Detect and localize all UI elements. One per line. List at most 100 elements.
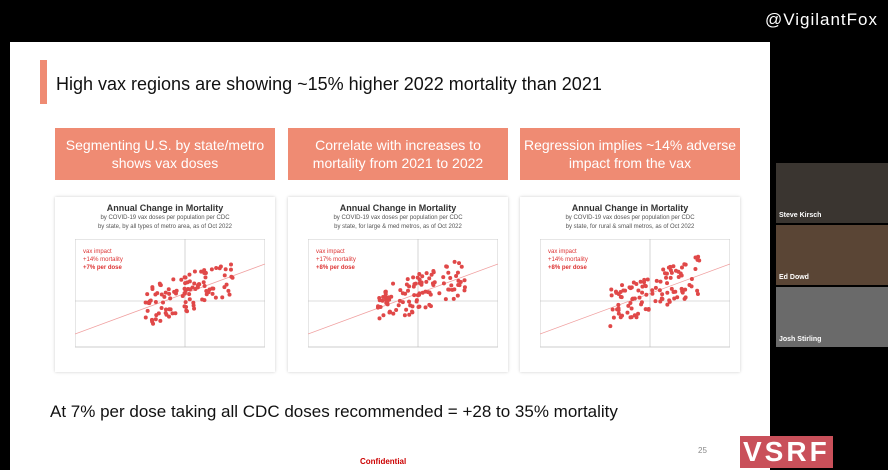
scatter-dot [398,288,403,293]
scatter-dot [650,291,655,296]
scatter-dot [424,279,429,284]
scatter-dot [448,276,453,281]
scatter-dot [431,283,436,288]
scatter-dot [444,264,449,269]
plot [540,239,730,348]
annotation: +17% mortality [316,257,356,263]
scatter-dot [402,313,407,318]
scatter-dot [191,303,196,308]
scatter-dot [182,286,187,291]
mini-chart: Annual Change in Mortality by COVID-19 va… [520,197,740,372]
scatter-dot [653,285,658,290]
footer: Confidential [360,457,407,466]
scatter-dot [404,282,409,287]
scatter-dot [227,292,232,297]
scatter-dot [417,281,422,286]
annotation: +14% mortality [548,257,588,263]
scatter-dot [613,289,618,294]
scatter-dot [618,294,623,299]
scatter-dot [608,324,613,329]
scatter-dot [153,317,158,322]
scatter-dot [167,314,172,319]
scatter-dot [672,296,677,301]
scatter-dot [400,300,405,305]
scatter-dot [620,313,625,318]
scatter-dot [628,301,633,306]
box: Segmenting U.S. by state/metro shows vax… [55,128,275,180]
scatter-dot [616,311,621,316]
scatter-dot [411,275,416,280]
scatter-dot [163,290,168,295]
scatter-dot [628,315,633,320]
scatter-dot [162,294,167,299]
scatter-dot [689,276,694,281]
scatter-dot [192,269,197,274]
scatter-dot [671,264,676,269]
scatter-dot [228,267,233,272]
scatter-dot [462,285,467,290]
page-number: 25 [698,446,707,455]
scatter-dot [145,308,150,313]
scatter-dot [161,300,166,305]
scatter-dot [407,312,412,317]
scatter-dot [449,283,454,288]
scatter-dot [459,264,464,269]
scatter-dot [229,274,234,279]
scatter-dot [462,288,467,293]
scatter-dot [222,285,227,290]
scatter-dot [222,273,227,278]
video-tile: Steve Kirsch [776,163,888,223]
scatter-dot [668,268,673,273]
scatter-dot [643,284,648,289]
scatter-dot [157,281,162,286]
scatter-dot [153,299,158,304]
scatter-dot [381,294,386,299]
video-tile: Ed Dowd [776,225,888,285]
scatter-dot [451,296,456,301]
scatter-dot [611,315,616,320]
participant-name: Josh Stirling [779,336,822,343]
scatter-dot [427,290,432,295]
scatter-dot [200,297,205,302]
scatter-dot [462,278,467,283]
scatter-dot [386,295,391,300]
scatter-dot [682,262,687,267]
scatter-dot [159,292,164,297]
scatter-dot [625,310,630,315]
scatter-dot [427,276,432,281]
scatter-dot [391,311,396,316]
scatter-dot [667,298,672,303]
scatter-dot [196,282,201,287]
scatter-dot [454,273,459,278]
scatter-dot [381,313,386,318]
scatter-dot [397,298,402,303]
participant-name: Steve Kirsch [779,212,822,219]
scatter-dot [646,307,651,312]
scatter-dot [455,270,460,275]
annotation: +14% mortality [83,257,123,263]
scatter-dot [163,307,168,312]
scatter-dot [199,269,204,274]
scatter-dot [609,293,614,298]
scatter-dot [610,307,615,312]
scatter-dot [383,289,388,294]
scatter-dot [441,275,446,280]
scatter-dot [661,267,666,272]
scatter-dot [657,288,662,293]
scatter-dot [378,305,383,310]
annotation: vax impact [83,249,112,255]
scatter-dot [167,291,172,296]
scatter-dot [184,305,189,310]
scatter-dot [389,294,394,299]
conclusion: At 7% per dose taking all CDC doses reco… [50,402,618,421]
scatter-dot [192,306,197,311]
chart-subtitle: by state, for rural & small metros, as o… [565,224,695,230]
scatter-dot [679,286,684,291]
scatter-dot [458,279,463,284]
scatter-dot [159,305,164,310]
scatter-dot [410,309,414,314]
chart-title: Annual Change in Mortality [571,203,689,213]
scatter-dot [394,308,399,313]
scatter-dot [417,304,422,309]
